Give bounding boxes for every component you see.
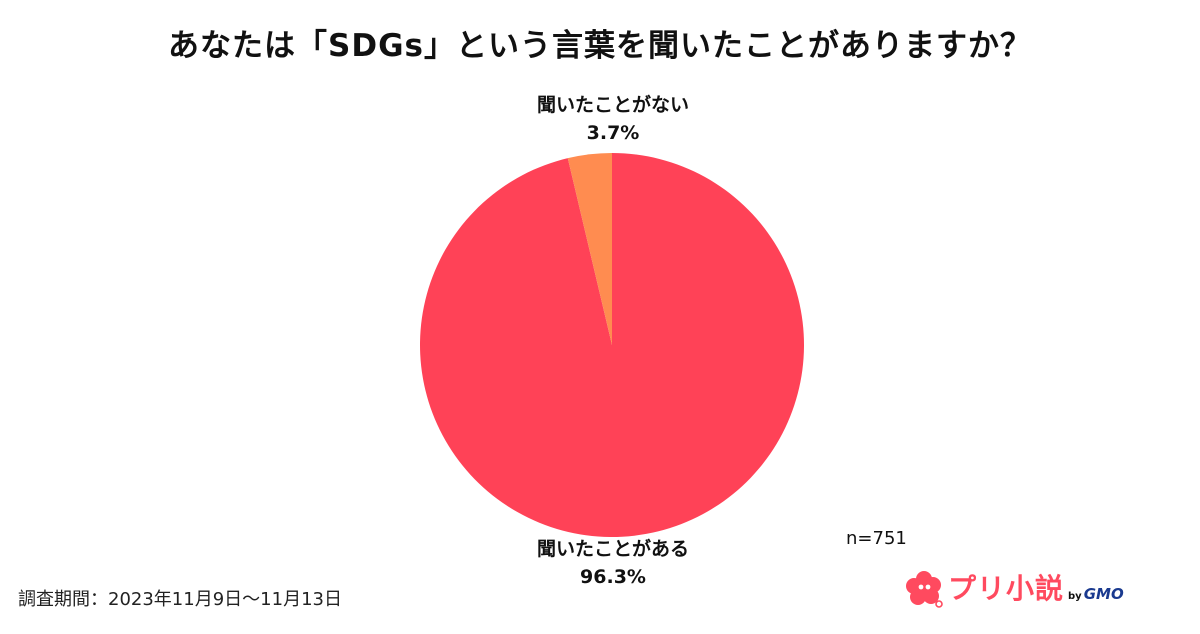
slice-label-heard: 聞いたことがある 96.3%: [483, 535, 743, 591]
logo-brand-text: プリ小説: [948, 572, 1065, 605]
slice-label-not-heard-name: 聞いたことがない: [536, 94, 689, 116]
logo-company-text: GMO: [1083, 585, 1124, 603]
chart-title: あなたは「SDGs」という言葉を聞いたことがありますか？: [168, 28, 1032, 64]
logo-by-text: by: [1068, 590, 1082, 602]
sample-size: n=751: [846, 528, 907, 549]
slice-label-heard-value: 96.3%: [580, 566, 646, 588]
slice-label-not-heard: 聞いたことがない 3.7%: [483, 91, 743, 147]
flower-chat-bubble-icon: [906, 571, 943, 608]
pie-slice-not-heard: [567, 153, 612, 345]
pie-slice-heard: [420, 153, 804, 538]
slice-label-not-heard-value: 3.7%: [586, 122, 640, 144]
survey-period: 調査期間：2023年11月9日〜11月13日: [18, 589, 342, 610]
brand-logo: プリ小説 by GMO: [904, 567, 1124, 611]
slice-label-heard-name: 聞いたことがある: [536, 538, 689, 560]
